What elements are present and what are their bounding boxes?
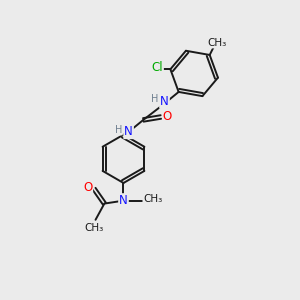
Text: H: H [151,94,158,104]
Text: O: O [83,181,92,194]
Text: N: N [160,95,169,108]
Text: CH₃: CH₃ [84,223,104,233]
Text: N: N [119,194,128,207]
Text: CH₃: CH₃ [207,38,227,48]
Text: O: O [163,110,172,124]
Text: CH₃: CH₃ [143,194,163,204]
Text: Cl: Cl [151,61,163,74]
Text: N: N [124,125,133,138]
Text: H: H [115,124,122,135]
